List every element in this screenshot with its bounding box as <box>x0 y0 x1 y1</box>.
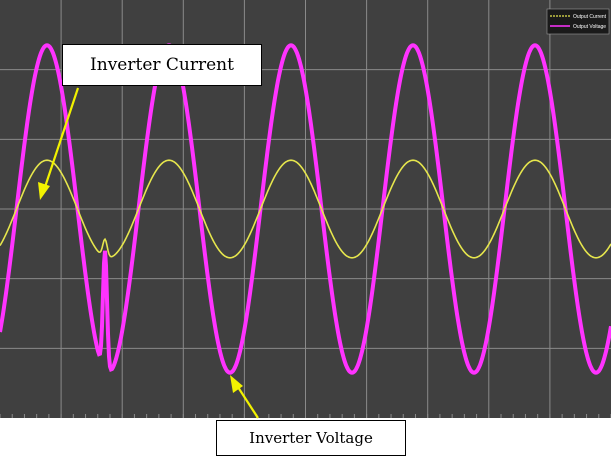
legend-box <box>546 8 610 35</box>
voltage-arrow-head <box>230 375 243 393</box>
curves <box>0 43 611 375</box>
arrows <box>38 87 259 419</box>
current-arrow <box>42 87 80 191</box>
series-output-voltage <box>0 43 611 375</box>
inverter-current-callout: Inverter Current <box>62 44 262 86</box>
series-output-current <box>0 159 611 259</box>
legend-voltage-label: Output Voltage <box>573 24 606 30</box>
legend-current-label: Output Current <box>573 14 607 20</box>
voltage-arrow <box>235 383 259 419</box>
inverter-voltage-callout: Inverter Voltage <box>216 420 406 456</box>
legend: Output Current Output Voltage <box>546 8 610 35</box>
current-arrow-head <box>38 182 50 200</box>
